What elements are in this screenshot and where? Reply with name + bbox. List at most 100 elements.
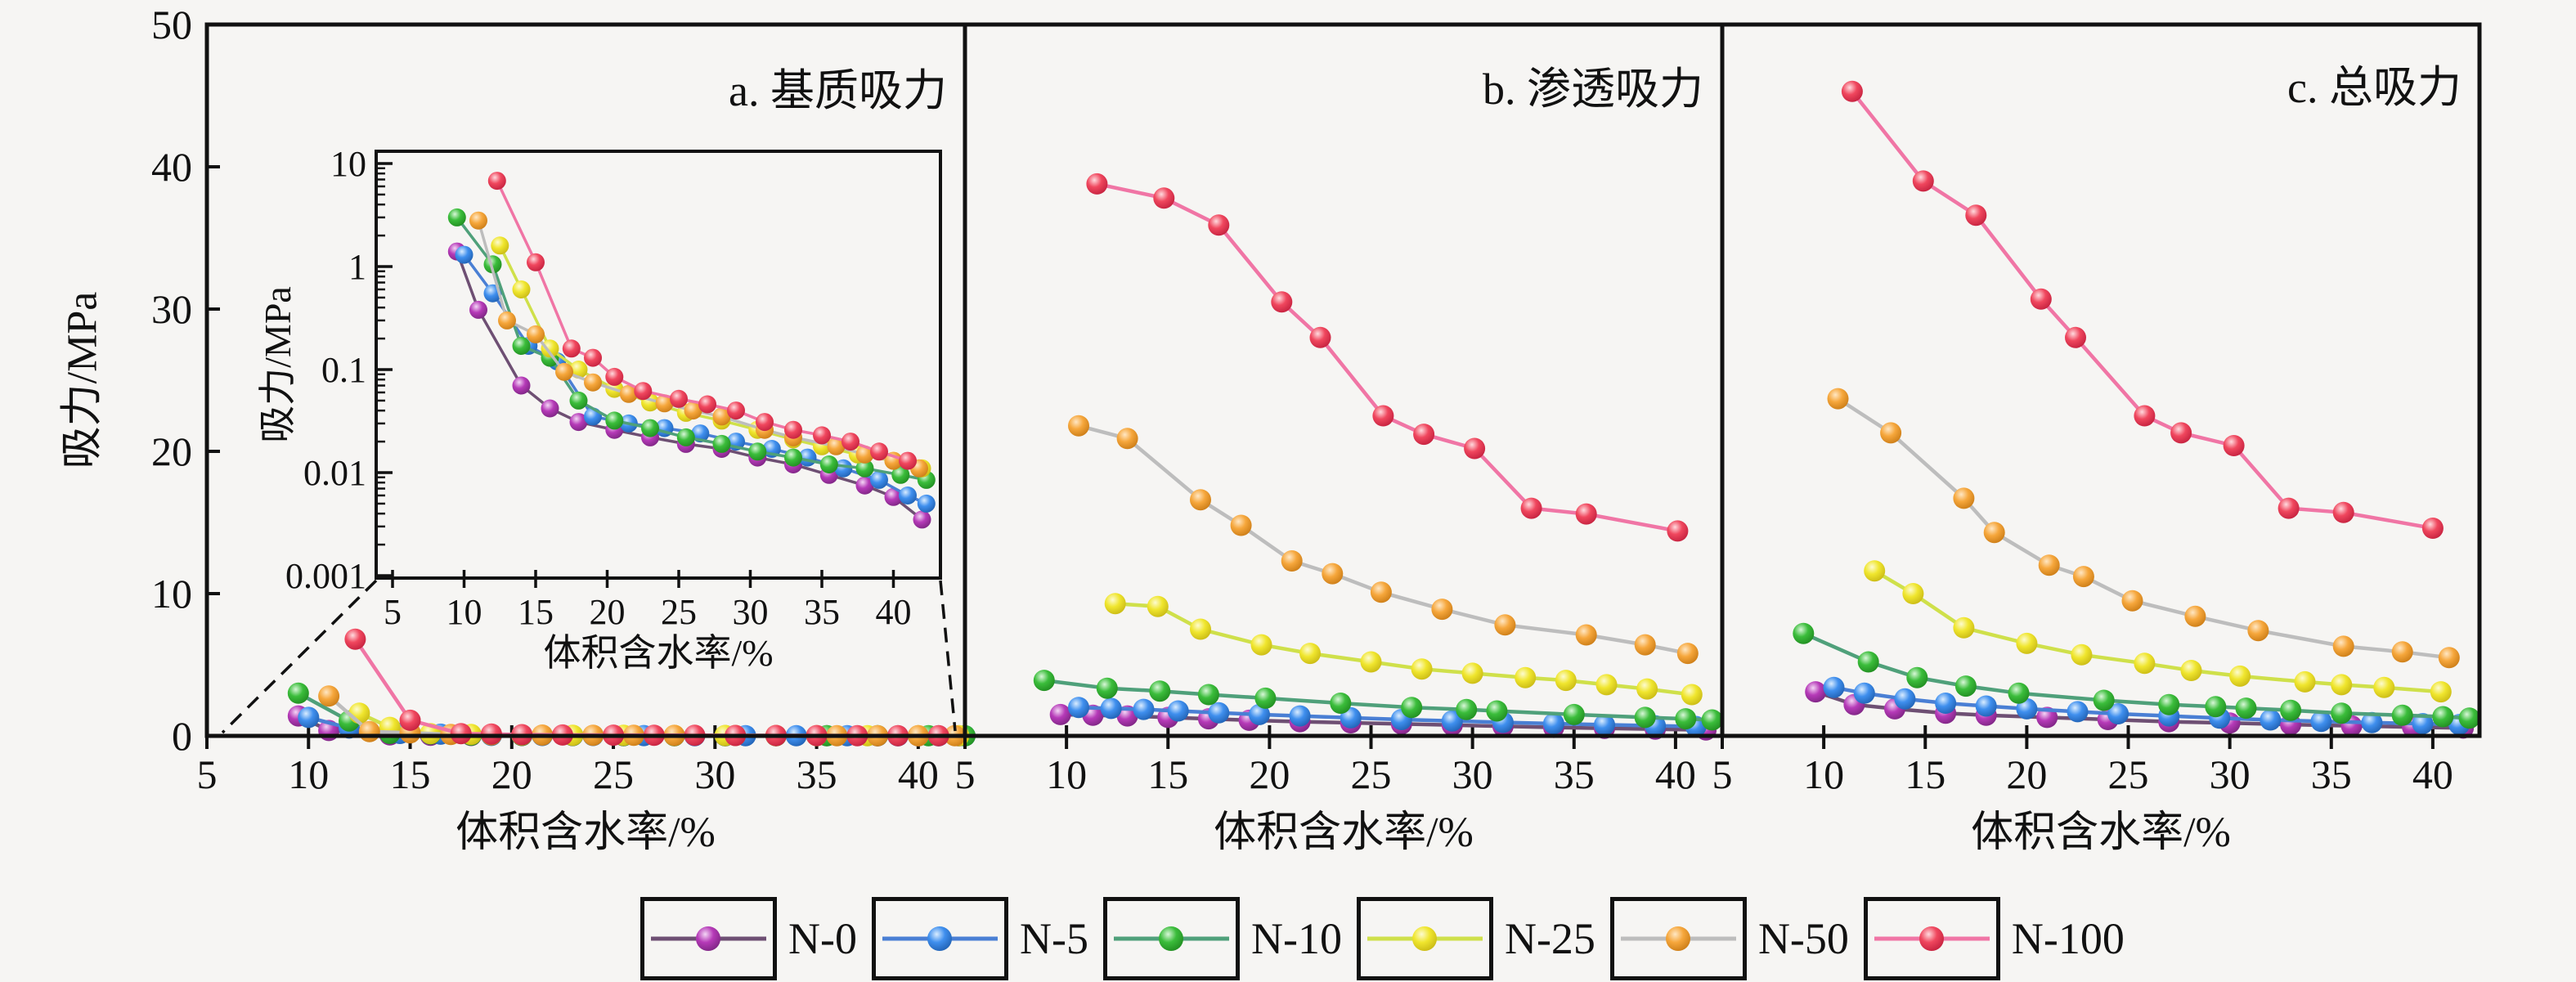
x-tick-label: 15 [1147, 751, 1188, 797]
legend-marker-icon [1113, 926, 1229, 951]
data-point [450, 723, 472, 745]
data-point [1147, 595, 1169, 617]
data-point [1494, 614, 1516, 636]
data-point [2331, 702, 2353, 724]
data-point [1853, 682, 1875, 704]
inset-y-tick-label: 0.1 [321, 350, 366, 390]
legend-marker-icon [882, 926, 998, 951]
series-line [1837, 397, 2450, 660]
data-point [1370, 581, 1392, 603]
data-point [641, 419, 659, 437]
data-point [1880, 422, 1902, 444]
data-point [1965, 204, 1987, 226]
y-tick-label: 40 [151, 144, 192, 190]
x-tick-label: 20 [491, 751, 532, 797]
data-point [1250, 634, 1272, 656]
data-point [2071, 643, 2093, 666]
data-point [1086, 173, 1108, 195]
data-point [1912, 170, 1934, 192]
data-point [399, 709, 421, 731]
data-point [712, 407, 731, 426]
data-point [855, 459, 874, 478]
data-point [1681, 684, 1703, 706]
panel-c: 5 10 15 20 25 30 35 40 [1712, 22, 2482, 797]
data-point [569, 413, 588, 432]
legend-swatch-n25 [1356, 897, 1493, 980]
data-point [784, 420, 802, 439]
data-point [2038, 554, 2060, 576]
data-point [527, 325, 545, 343]
series-line [496, 180, 909, 463]
data-point [1271, 291, 1293, 313]
inset-y-tick-label: 0.001 [285, 556, 366, 596]
data-point [2065, 326, 2086, 348]
data-point [676, 428, 695, 446]
data-point [1575, 624, 1597, 646]
data-point [748, 442, 767, 461]
x-tick-label: 25 [593, 751, 634, 797]
data-point [1515, 666, 1537, 688]
data-point [1667, 520, 1689, 542]
inset-x-tick-label: 40 [876, 592, 912, 632]
legend-ball-icon [696, 926, 720, 951]
data-point [584, 407, 602, 426]
inset-callout-right [939, 580, 957, 732]
x-tick-label: 10 [288, 751, 329, 797]
data-point [670, 389, 688, 408]
series-line [1078, 424, 1689, 656]
data-point [2205, 696, 2227, 718]
series-N-5 [1823, 676, 2471, 736]
data-point [2412, 713, 2434, 734]
data-point [1208, 702, 1230, 724]
data-point [1464, 437, 1486, 460]
data-point [1299, 643, 1321, 665]
data-point [2361, 711, 2383, 733]
legend-ball-icon [927, 926, 952, 951]
data-point [1230, 514, 1252, 536]
data-point [512, 337, 531, 355]
x-tick-label: 15 [390, 751, 431, 797]
legend-ball-icon [1411, 926, 1437, 951]
data-point [2158, 693, 2180, 715]
data-point [684, 401, 702, 420]
data-point [2331, 674, 2353, 696]
x-tick-label: 30 [694, 751, 735, 797]
data-point [756, 413, 774, 432]
series-N-10 [1033, 670, 1723, 731]
data-point [1935, 693, 1957, 714]
data-point [1520, 497, 1542, 519]
data-point [727, 401, 745, 420]
data-point [634, 382, 653, 401]
series-N-50 [1068, 415, 1699, 665]
inset-matric-log: 10 1 0.1 0.01 0.001 5 10 15 20 25 30 35 40 [221, 144, 957, 734]
data-point [1676, 643, 1699, 665]
legend-item-n0: N-0 [640, 897, 857, 980]
x-tick-label: 10 [1803, 751, 1844, 797]
data-point [712, 434, 731, 453]
data-point [2072, 566, 2094, 588]
legend-marker-icon [1620, 926, 1736, 951]
data-point [1190, 618, 1211, 640]
x-tick-label: 35 [1554, 751, 1595, 797]
data-point [1068, 697, 1089, 719]
legend-swatch-n50 [1609, 897, 1747, 980]
inset-x-tick-label: 5 [384, 592, 402, 632]
x-tick-label: 15 [1905, 751, 1945, 797]
y-tick-label: 20 [151, 428, 192, 474]
x-tick-label: 25 [1351, 751, 1392, 797]
x-tick-label: 35 [2311, 751, 2352, 797]
data-point [1149, 680, 1171, 702]
y-axis-title: 吸力/MPa [59, 291, 106, 469]
data-point [2391, 704, 2413, 726]
data-point [2373, 676, 2395, 698]
data-point [2280, 699, 2302, 721]
data-point [1033, 670, 1055, 692]
data-point [2134, 405, 2156, 427]
data-point [287, 682, 309, 704]
inset-series-N-100 [487, 172, 917, 470]
legend-label: N-25 [1504, 914, 1595, 963]
data-point [1441, 710, 1463, 732]
data-point [1675, 708, 1697, 730]
data-point [541, 399, 559, 418]
data-point [2184, 605, 2206, 627]
